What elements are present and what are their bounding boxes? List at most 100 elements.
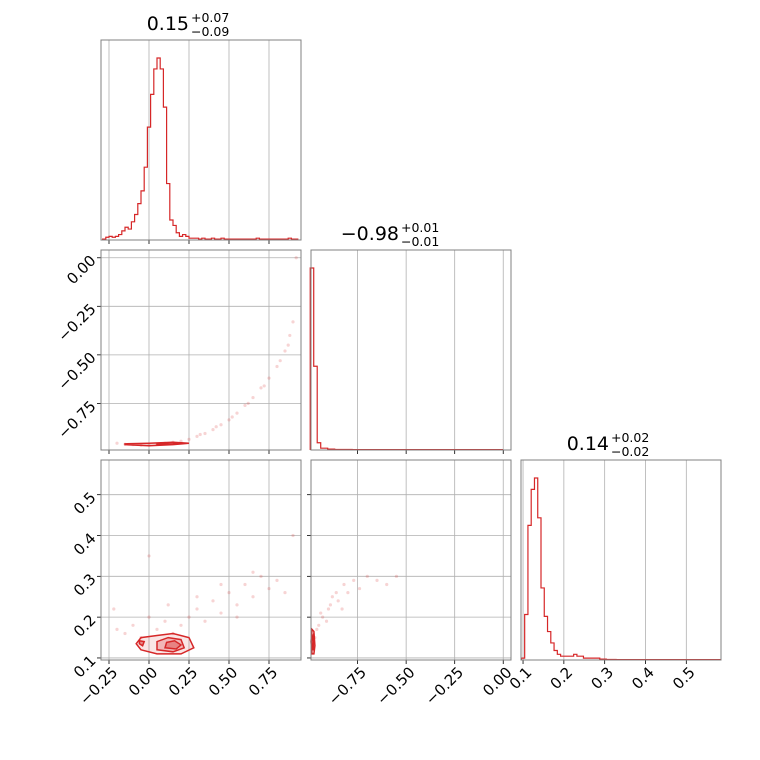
param-title-plus-1: +0.01 <box>401 220 439 235</box>
scatter-point <box>163 619 167 623</box>
param-title-value-1: −0.98 <box>341 223 399 245</box>
x-tick-label: 0.25 <box>165 663 201 699</box>
scatter-point <box>259 386 263 390</box>
scatter-point <box>275 578 279 583</box>
scatter-point <box>219 611 223 615</box>
scatter-point <box>219 423 223 427</box>
scatter-point <box>294 256 298 260</box>
scatter-point <box>365 574 369 578</box>
x-tick-label: 0.50 <box>205 663 241 699</box>
x-tick-label: 0.4 <box>628 663 658 693</box>
scatter-point <box>227 591 231 595</box>
scatter-point <box>319 611 323 615</box>
scatter-point <box>203 619 207 623</box>
scatter-point <box>267 586 271 591</box>
scatter-point <box>198 432 202 437</box>
scatter-point <box>352 578 356 583</box>
scatter-point <box>357 586 362 591</box>
scatter-point <box>291 533 295 538</box>
scatter-point <box>259 574 263 578</box>
scatter-point <box>342 582 346 587</box>
y-tick-label: 0.3 <box>70 570 100 600</box>
param-title-value-0: 0.15 <box>147 13 189 35</box>
param-title-minus-1: −0.01 <box>401 234 439 249</box>
scatter-point <box>235 603 239 607</box>
scatter-point <box>211 599 215 603</box>
y-tick-label: 0.00 <box>63 252 99 288</box>
scatter-point <box>203 431 207 436</box>
scatter-point <box>315 627 319 631</box>
y-tick-label: −0.75 <box>54 397 99 442</box>
param-title-minus-0: −0.09 <box>191 24 229 39</box>
scatter-point <box>195 434 199 439</box>
x-tick-label: −0.25 <box>422 663 467 708</box>
scatter-point <box>330 595 334 599</box>
x-tick-label: 0.75 <box>245 663 281 699</box>
scatter-point <box>243 582 247 587</box>
scatter-point <box>147 554 151 558</box>
scatter-point <box>251 595 255 599</box>
scatter-point <box>219 582 223 587</box>
panel-frame <box>100 249 302 451</box>
x-tick-label: 0.1 <box>506 663 536 693</box>
scatter-point <box>230 415 234 419</box>
scatter-point <box>267 376 271 380</box>
scatter-point <box>278 359 282 363</box>
scatter-point <box>147 615 151 619</box>
scatter-point <box>195 595 199 599</box>
param-title-plus-2: +0.02 <box>611 430 649 445</box>
param-title-plus-0: +0.07 <box>191 10 229 25</box>
scatter-point <box>321 615 325 619</box>
histogram-panel-2 <box>520 459 722 664</box>
scatter-point <box>286 343 290 347</box>
scatter-point <box>291 320 295 324</box>
scatter-point <box>246 401 250 405</box>
scatter-point <box>336 599 340 603</box>
scatter-panel-0-1 <box>97 249 302 454</box>
x-tick-label: −0.50 <box>373 663 418 708</box>
x-tick-label: 0.5 <box>669 663 699 693</box>
histogram-step <box>520 477 722 661</box>
scatter-point <box>112 607 116 611</box>
scatter-panel-1-2 <box>307 459 512 664</box>
scatter-point <box>131 623 135 627</box>
scatter-point <box>334 591 338 595</box>
titles-layer: 0.15 +0.07−0.09 −0.98 +0.01−0.01 0.14 +0.02−0… <box>147 10 650 459</box>
param-title-minus-2: −0.02 <box>611 444 649 459</box>
y-tick-label: 0.4 <box>70 529 100 559</box>
y-tick-label: −0.50 <box>54 349 99 394</box>
x-tick-label: 0.00 <box>125 663 161 699</box>
contour-level <box>164 640 183 650</box>
scatter-point <box>243 403 247 407</box>
scatter-point <box>288 333 292 338</box>
scatter-point <box>394 574 399 578</box>
scatter-point <box>340 607 344 611</box>
scatter-point <box>251 395 255 400</box>
scatter-point <box>115 441 119 445</box>
panel-frame <box>100 39 302 241</box>
scatter-point <box>179 623 183 627</box>
scatter-point <box>283 349 287 353</box>
scatter-point <box>283 591 287 595</box>
scatter-point <box>187 437 191 441</box>
y-tick-label: 0.5 <box>70 489 100 519</box>
scatter-point <box>326 607 331 611</box>
param-title-value-2: 0.14 <box>567 433 609 455</box>
contour-level <box>311 632 315 651</box>
scatter-point <box>262 384 266 388</box>
scatter-point <box>187 615 191 619</box>
histogram-panel-1 <box>309 249 512 454</box>
scatter-point <box>375 578 379 583</box>
panel-frame <box>310 249 512 451</box>
scatter-point <box>324 619 329 623</box>
scatter-point <box>227 418 231 422</box>
contour-level <box>138 639 146 647</box>
scatter-point <box>235 615 239 619</box>
scatter-point <box>235 411 239 415</box>
scatter-point <box>214 425 218 429</box>
scatter-panel-0-2 <box>97 459 302 664</box>
scatter-point <box>155 627 159 631</box>
panel-frame <box>310 459 512 661</box>
scatter-point <box>195 607 199 611</box>
